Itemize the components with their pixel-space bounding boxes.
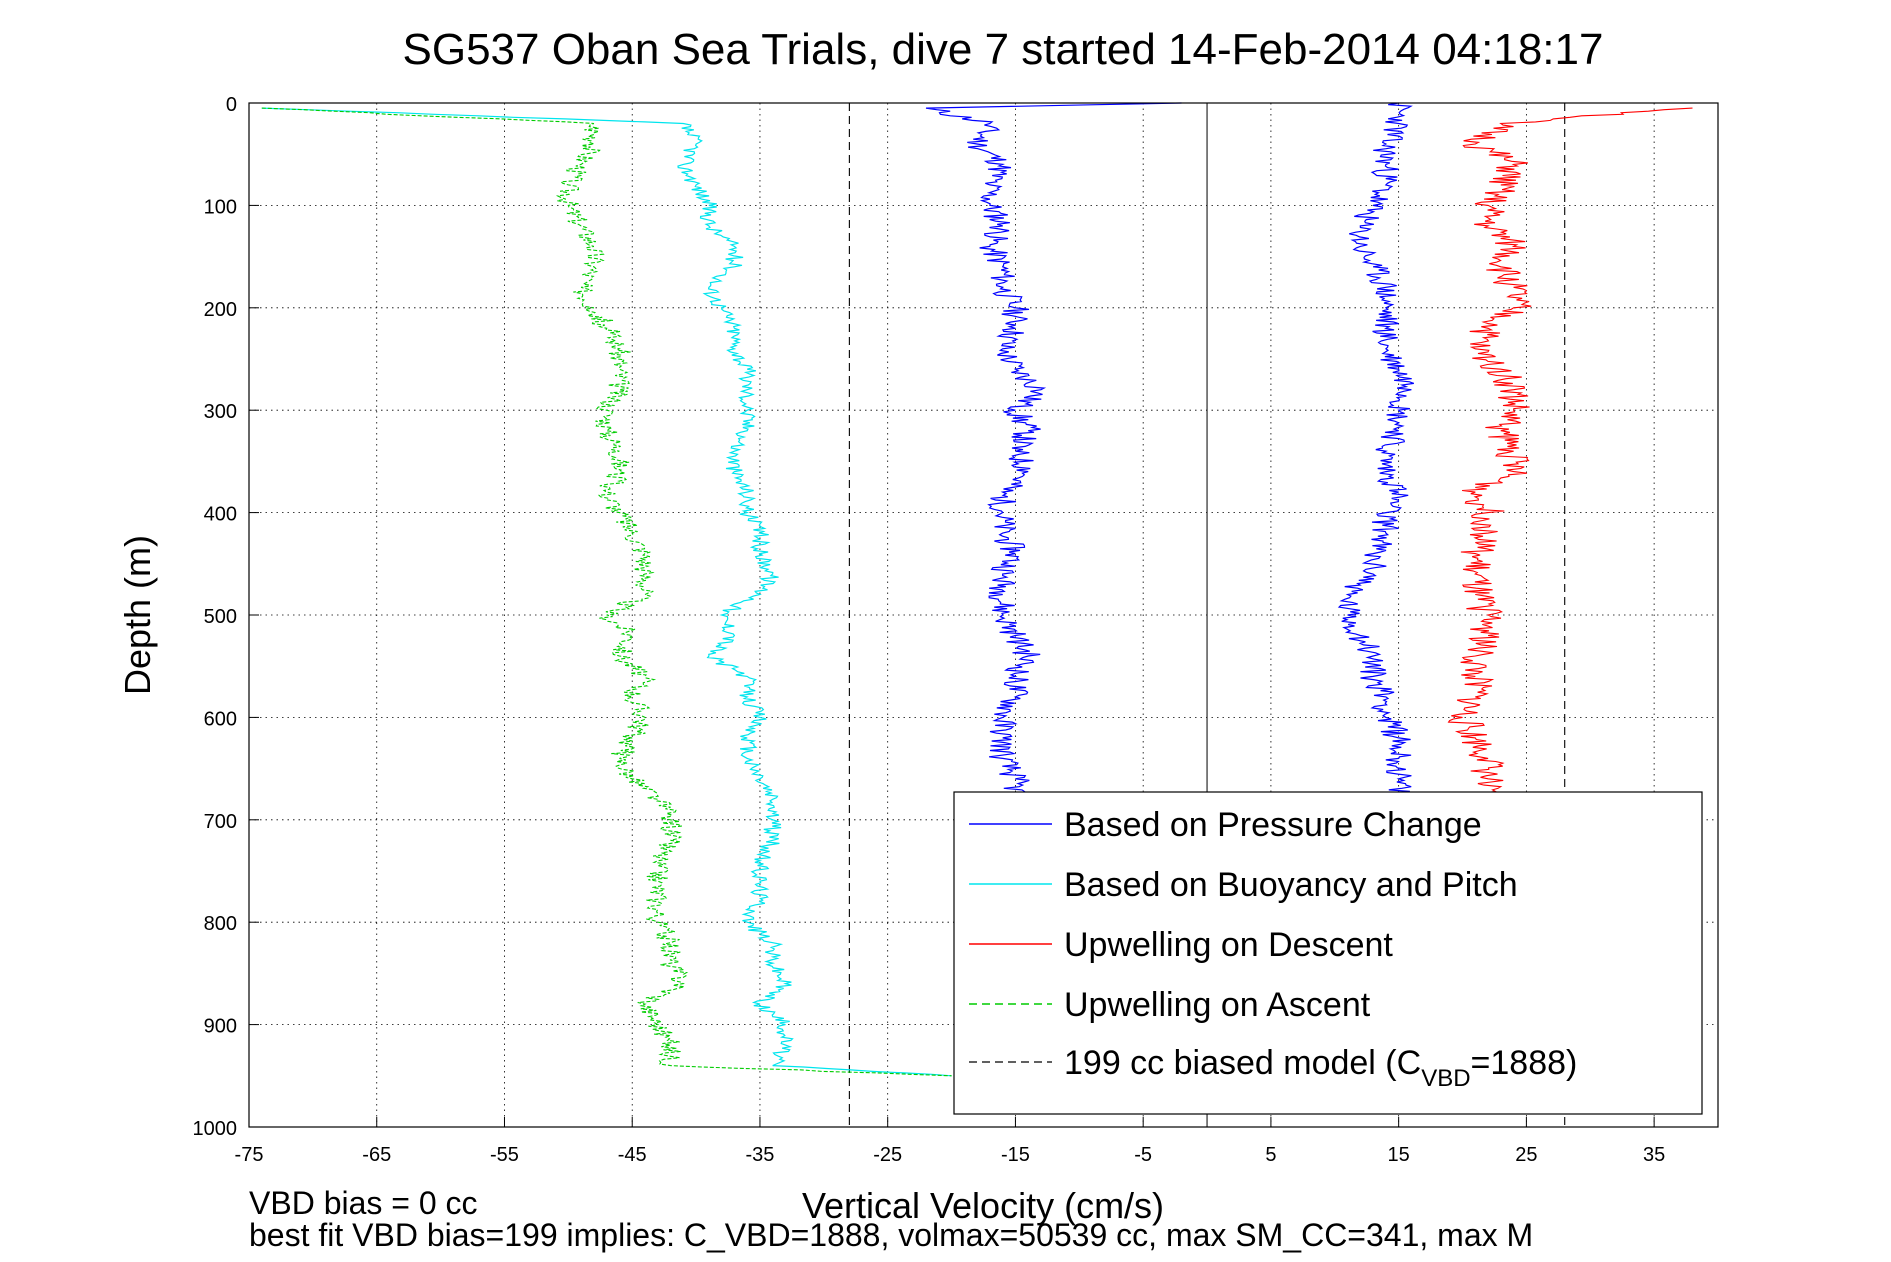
legend: Based on Pressure Change Based on Buoyan… (953, 791, 1703, 1115)
series-upwelling-descent (1447, 107, 1693, 800)
series-layer (261, 102, 1693, 1077)
legend-label-biased-model: 199 cc biased model (CVBD=1888) (1064, 1044, 1577, 1092)
y-tick-label: 400 (204, 504, 237, 526)
legend-label-buoyancy-pitch: Based on Buoyancy and Pitch (1064, 866, 1518, 904)
y-tick-label: 100 (204, 196, 237, 218)
x-tick-label: -5 (1134, 1144, 1152, 1166)
legend-label-upwelling-descent: Upwelling on Descent (1064, 926, 1393, 964)
x-tick-label: -35 (746, 1144, 775, 1166)
x-tick-label: 5 (1265, 1144, 1276, 1166)
legend-biased-sub: VBD (1421, 1065, 1470, 1092)
series-buoyancy-pitch (261, 107, 952, 1077)
y-axis-label: Depth (m) (117, 535, 158, 695)
x-tick-label: -55 (490, 1144, 519, 1166)
y-tick-label: 0 (226, 94, 237, 116)
x-tick-label: -75 (235, 1144, 264, 1166)
series-pressure-change-ascent (1337, 102, 1415, 800)
vbd-bias-note: VBD bias = 0 cc (249, 1185, 478, 1221)
y-tick-label: 800 (204, 913, 237, 935)
legend-box (953, 791, 1703, 1115)
x-tick-label: 15 (1388, 1144, 1410, 1166)
y-tick-label: 300 (204, 401, 237, 423)
x-ticks: -75 -65 -55 -45 -35 -25 -15 -5 5 15 25 35 (235, 1117, 1665, 1166)
y-ticks: 0 100 200 300 400 500 600 700 800 900 1000 (193, 94, 259, 1140)
x-tick-label: -65 (362, 1144, 391, 1166)
y-tick-label: 600 (204, 708, 237, 730)
x-tick-label: -25 (873, 1144, 902, 1166)
x-tick-label: -15 (1001, 1144, 1030, 1166)
x-axis-label: Vertical Velocity (cm/s) (802, 1185, 1164, 1226)
y-tick-label: 900 (204, 1016, 237, 1038)
x-tick-label: 35 (1643, 1144, 1665, 1166)
legend-label-upwelling-ascent: Upwelling on Ascent (1064, 986, 1371, 1024)
best-fit-note: best fit VBD bias=199 implies: C_VBD=188… (249, 1217, 1533, 1253)
y-tick-label: 1000 (193, 1118, 238, 1140)
series-pressure-change-descent (925, 102, 1182, 800)
x-tick-label: 25 (1515, 1144, 1537, 1166)
chart-title: SG537 Oban Sea Trials, dive 7 started 14… (403, 25, 1604, 74)
legend-biased-main: 199 cc biased model (C (1064, 1044, 1421, 1082)
legend-label-pressure-change: Based on Pressure Change (1064, 806, 1482, 844)
series-upwelling-ascent (261, 107, 952, 1077)
y-tick-label: 200 (204, 299, 237, 321)
x-tick-label: -45 (618, 1144, 647, 1166)
y-tick-label: 700 (204, 811, 237, 833)
y-tick-label: 500 (204, 606, 237, 628)
legend-biased-tail: =1888) (1471, 1044, 1578, 1082)
